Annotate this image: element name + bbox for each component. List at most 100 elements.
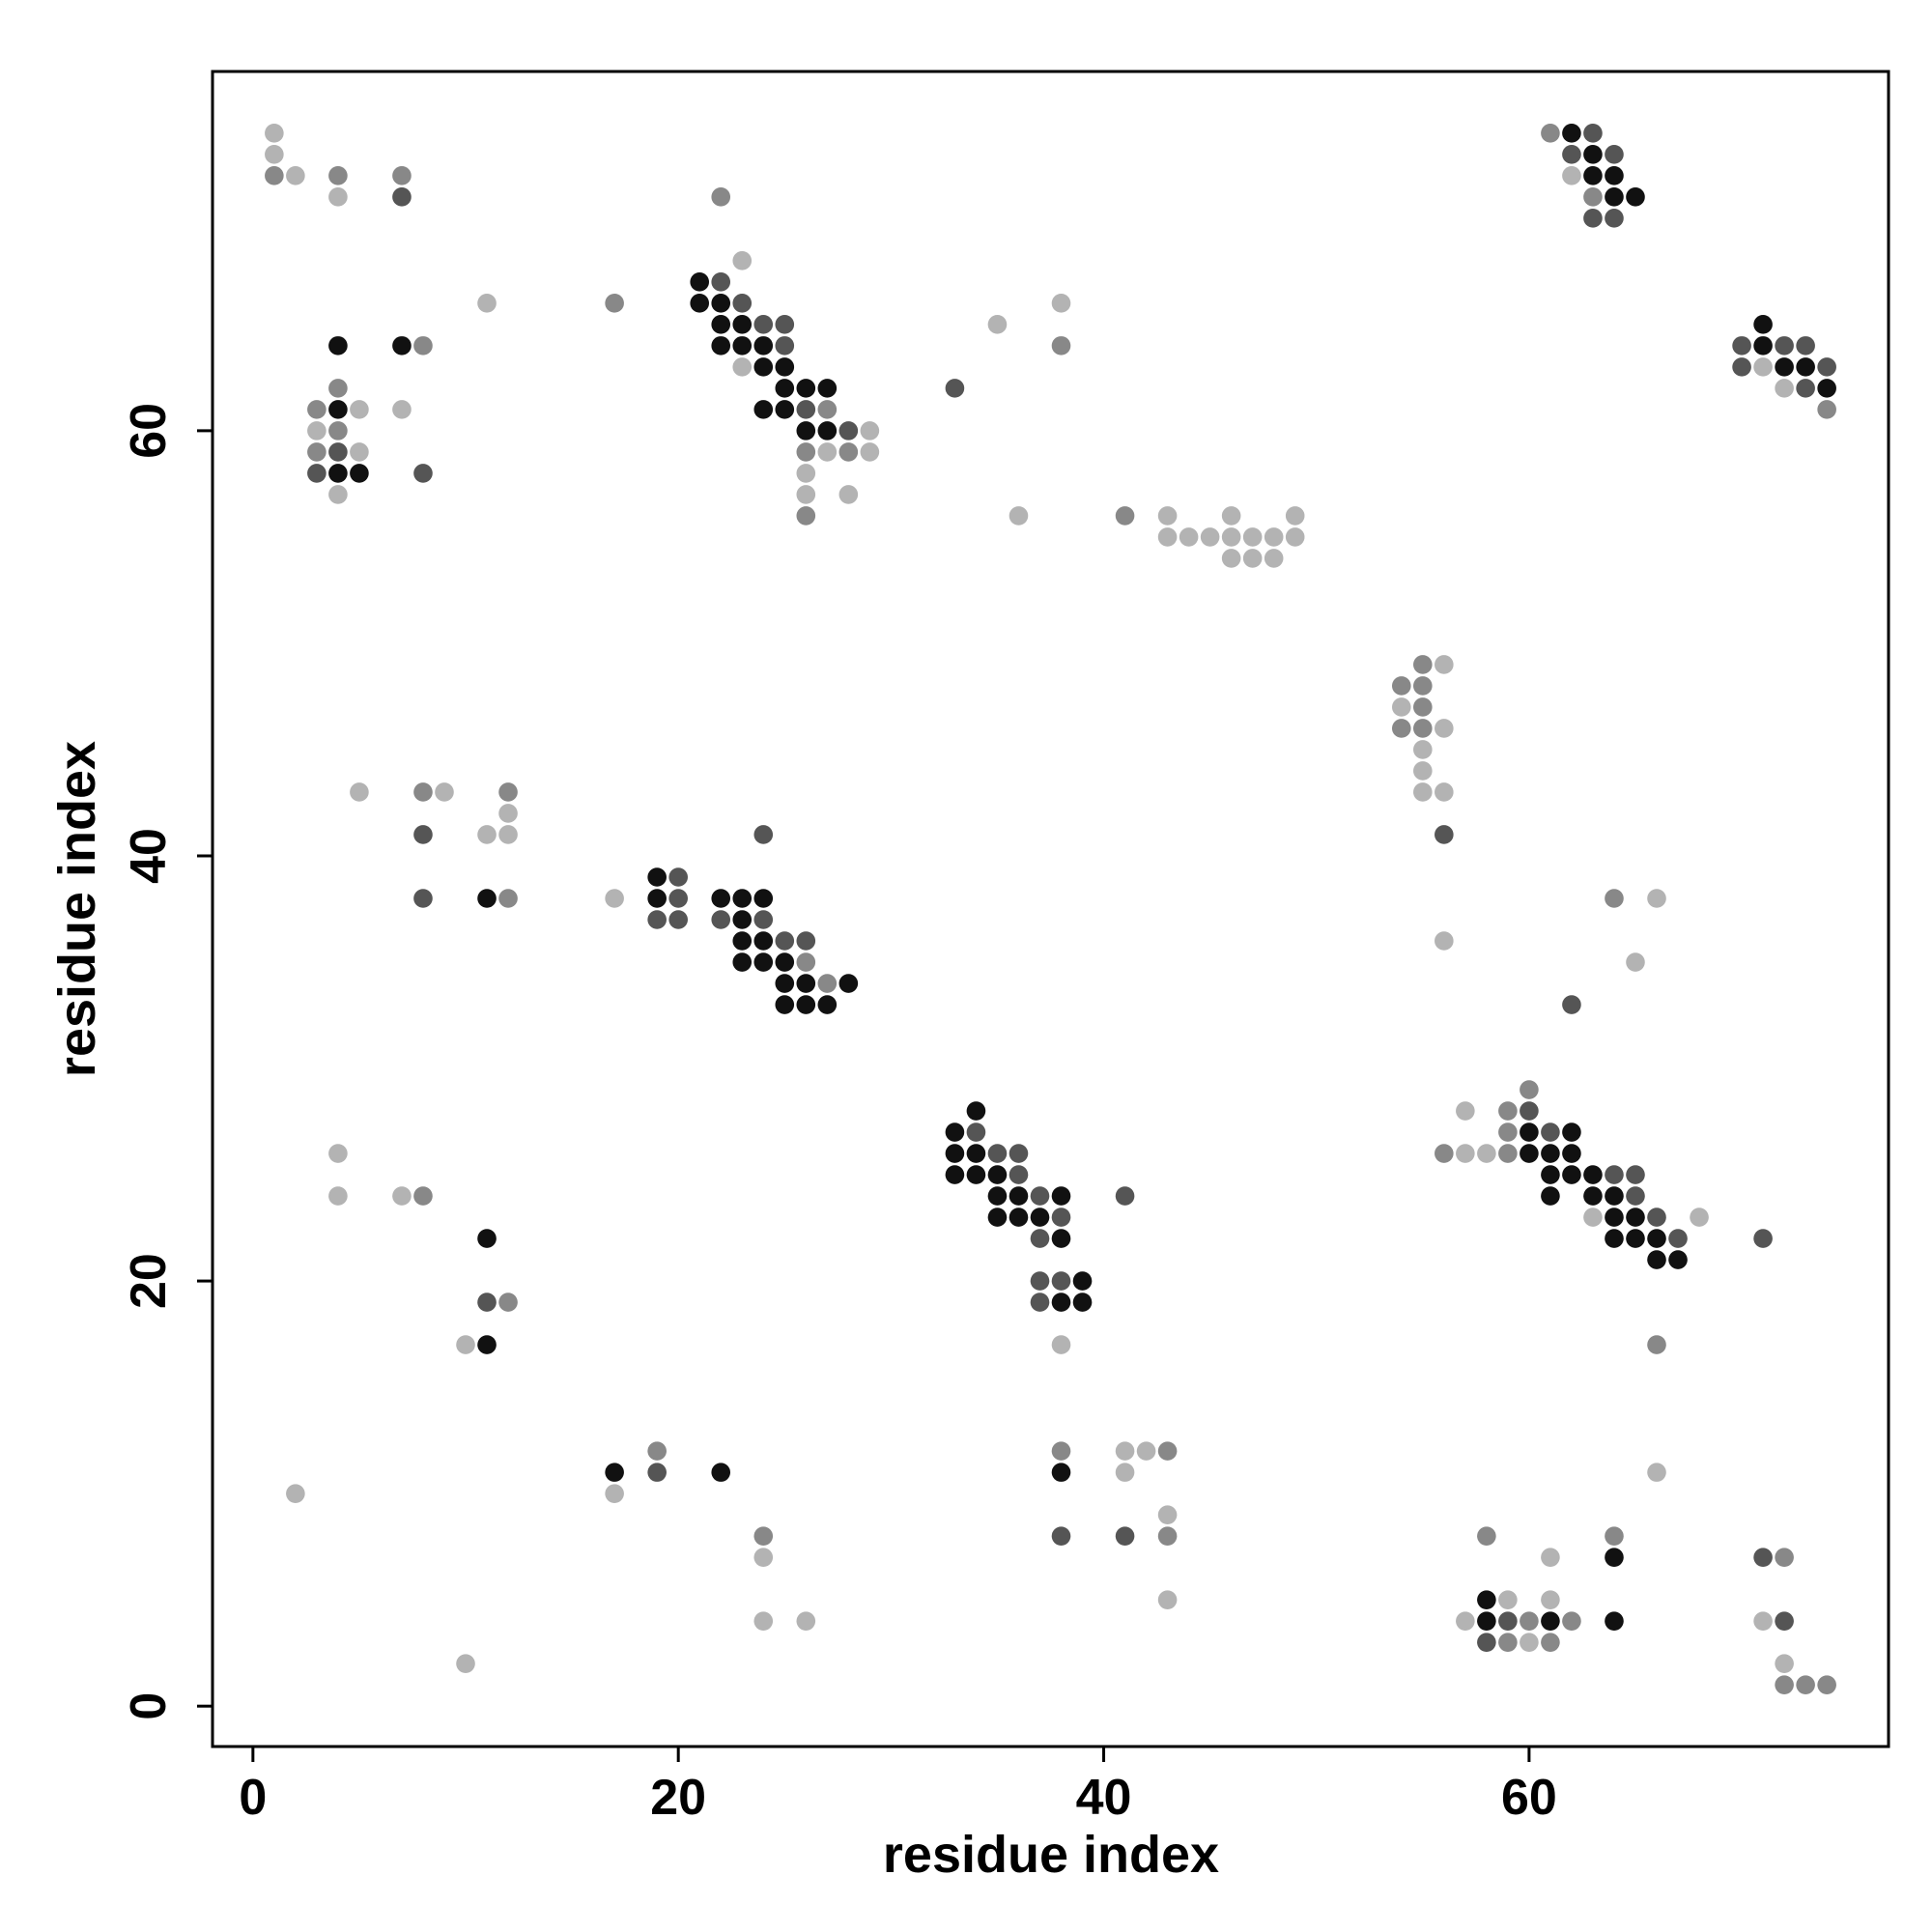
contact-point	[1030, 1293, 1050, 1312]
contact-point	[1583, 209, 1603, 228]
contact-point	[1157, 1505, 1178, 1524]
contact-point	[796, 442, 816, 462]
contact-point	[1520, 1101, 1539, 1121]
contact-point	[1498, 1590, 1518, 1609]
contact-point	[1605, 145, 1624, 164]
contact-point	[796, 931, 816, 951]
contact-point	[1605, 166, 1624, 185]
contact-point	[1498, 1144, 1518, 1163]
contact-point	[498, 804, 518, 823]
contact-point	[1456, 1144, 1475, 1163]
contact-point	[732, 952, 753, 972]
contact-point	[328, 421, 348, 440]
contact-point	[690, 272, 710, 292]
contact-point	[1753, 1229, 1773, 1248]
contact-point	[1732, 336, 1751, 355]
contact-point	[945, 1144, 965, 1163]
contact-point	[1647, 1250, 1666, 1269]
contact-point	[1796, 336, 1815, 355]
contact-point	[796, 995, 816, 1014]
contact-point	[1605, 209, 1624, 228]
contact-point	[732, 336, 753, 355]
contact-point	[753, 357, 774, 377]
contact-point	[1009, 1165, 1029, 1184]
contact-point	[987, 1186, 1008, 1206]
contact-point	[647, 867, 667, 887]
contact-point	[987, 315, 1008, 334]
contact-point	[392, 1186, 412, 1206]
contact-point	[796, 400, 816, 419]
contact-point	[1775, 336, 1794, 355]
contact-point	[1051, 1186, 1071, 1206]
contact-point	[796, 464, 816, 483]
contact-point	[413, 889, 433, 908]
contact-point	[753, 889, 774, 908]
contact-point	[945, 1122, 965, 1142]
contact-point	[711, 294, 731, 313]
contact-point	[987, 1144, 1008, 1163]
contact-point	[350, 442, 369, 462]
contact-point	[1562, 1165, 1581, 1184]
contact-point	[1541, 1633, 1560, 1652]
contact-point	[1157, 1590, 1178, 1609]
contact-point	[796, 506, 816, 526]
contact-point	[732, 315, 753, 334]
contact-point	[711, 1463, 731, 1482]
contact-point	[775, 315, 795, 334]
contact-point	[1221, 549, 1241, 568]
contact-point	[1817, 357, 1836, 377]
contact-point	[1477, 1144, 1496, 1163]
contact-point	[1605, 889, 1624, 908]
contact-point	[1264, 527, 1284, 547]
contact-point	[796, 974, 816, 993]
contact-point	[605, 1484, 624, 1503]
contact-point	[1264, 549, 1284, 568]
contact-point	[966, 1144, 986, 1163]
contact-point	[1051, 1229, 1071, 1248]
contact-point	[1626, 952, 1645, 972]
contact-point	[1456, 1101, 1475, 1121]
contact-point	[796, 1611, 816, 1631]
contact-point	[1775, 1548, 1794, 1567]
contact-point	[435, 782, 454, 802]
contact-point	[1009, 1208, 1029, 1227]
contact-point	[753, 910, 774, 929]
contact-point	[668, 867, 688, 887]
contact-point	[1413, 740, 1433, 759]
contact-point	[1817, 400, 1836, 419]
contact-point	[838, 974, 859, 993]
contact-point	[1157, 1526, 1178, 1546]
contact-point	[775, 336, 795, 355]
contact-point	[1583, 124, 1603, 143]
contact-point	[647, 910, 667, 929]
contact-point	[753, 825, 774, 844]
contact-point	[1520, 1633, 1539, 1652]
contact-point	[775, 400, 795, 419]
contact-point	[1242, 527, 1263, 547]
contact-point	[753, 931, 774, 951]
contact-point	[328, 1144, 348, 1163]
contact-point	[477, 1229, 497, 1248]
contact-point	[711, 187, 731, 207]
contact-point	[796, 421, 816, 440]
contact-point	[1051, 1293, 1071, 1312]
contact-point	[265, 166, 284, 185]
contact-point	[1435, 931, 1454, 951]
contact-point	[1775, 357, 1794, 377]
contact-point	[1753, 357, 1773, 377]
contact-point	[1583, 166, 1603, 185]
contact-point	[1030, 1229, 1050, 1248]
contact-point	[392, 166, 412, 185]
contact-point	[775, 357, 795, 377]
contact-point	[1435, 825, 1454, 844]
contact-point	[1647, 889, 1666, 908]
contact-point	[1051, 1463, 1071, 1482]
contact-point	[1285, 527, 1305, 547]
contact-point	[1072, 1293, 1093, 1312]
contact-point	[753, 1526, 774, 1546]
contact-point	[1605, 1165, 1624, 1184]
contact-point	[1413, 676, 1433, 696]
contact-point	[328, 166, 348, 185]
contact-point	[328, 336, 348, 355]
contact-point	[1498, 1633, 1518, 1652]
